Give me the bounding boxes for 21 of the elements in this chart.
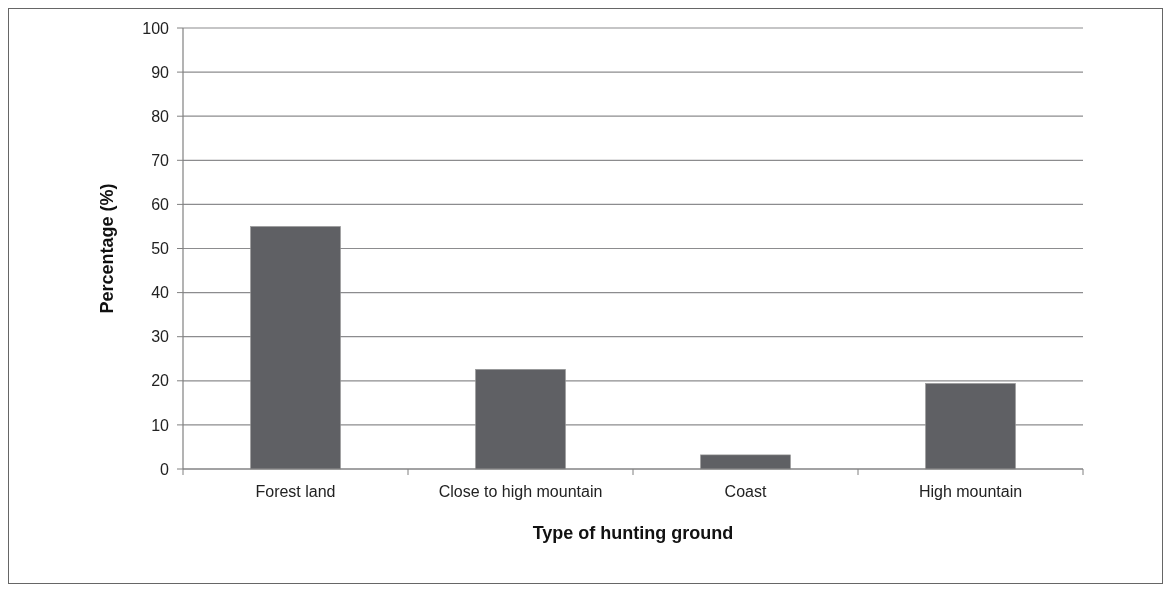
y-tick-label: 80	[151, 107, 170, 125]
x-tick-label: Coast	[724, 483, 767, 500]
y-axis-title: Percentage (%)	[97, 183, 117, 314]
x-tick-label: High mountain	[918, 483, 1023, 500]
y-tick-label: 40	[151, 284, 170, 302]
y-tick-label: 10	[151, 416, 170, 434]
y-tick-label: 90	[151, 63, 170, 81]
y-tick-label: 60	[151, 196, 170, 213]
y-tick-label: 50	[151, 240, 170, 258]
x-tick-label: Forest land	[255, 483, 336, 500]
y-tick-label: 100	[142, 19, 170, 37]
y-tick-label: 70	[151, 151, 170, 169]
bar	[925, 383, 1016, 470]
y-tick-label: 20	[151, 372, 170, 390]
x-axis-title: Type of hunting ground	[532, 523, 734, 543]
bar	[475, 369, 566, 470]
y-tick-label: 30	[151, 328, 170, 346]
bar	[250, 226, 341, 470]
y-tick-label: 0	[160, 460, 170, 478]
x-tick-label: Close to high mountain	[438, 483, 603, 500]
bar	[700, 454, 791, 470]
